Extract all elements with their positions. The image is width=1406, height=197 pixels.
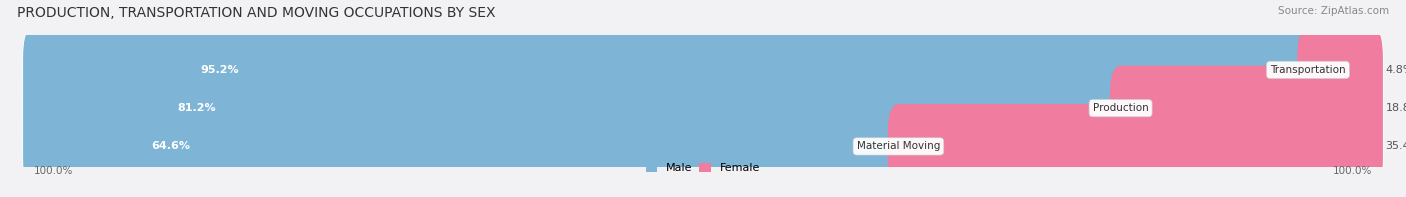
Text: Material Moving: Material Moving — [856, 141, 941, 151]
Legend: Male, Female: Male, Female — [641, 159, 765, 178]
FancyBboxPatch shape — [22, 27, 1384, 112]
FancyBboxPatch shape — [22, 104, 1384, 189]
FancyBboxPatch shape — [22, 27, 1319, 112]
Text: Transportation: Transportation — [1270, 65, 1346, 75]
Text: Production: Production — [1092, 103, 1149, 113]
Text: 18.8%: 18.8% — [1385, 103, 1406, 113]
Text: 81.2%: 81.2% — [177, 103, 217, 113]
Text: Source: ZipAtlas.com: Source: ZipAtlas.com — [1278, 6, 1389, 16]
Text: 4.8%: 4.8% — [1385, 65, 1406, 75]
FancyBboxPatch shape — [22, 66, 1132, 151]
FancyBboxPatch shape — [887, 104, 1384, 189]
FancyBboxPatch shape — [22, 66, 1384, 151]
Text: 35.4%: 35.4% — [1385, 141, 1406, 151]
Text: 100.0%: 100.0% — [34, 165, 73, 176]
FancyBboxPatch shape — [22, 104, 910, 189]
Text: 100.0%: 100.0% — [1333, 165, 1372, 176]
Text: PRODUCTION, TRANSPORTATION AND MOVING OCCUPATIONS BY SEX: PRODUCTION, TRANSPORTATION AND MOVING OC… — [17, 6, 495, 20]
Text: 95.2%: 95.2% — [200, 65, 239, 75]
FancyBboxPatch shape — [1109, 66, 1384, 151]
Text: 64.6%: 64.6% — [150, 141, 190, 151]
FancyBboxPatch shape — [1298, 27, 1384, 112]
